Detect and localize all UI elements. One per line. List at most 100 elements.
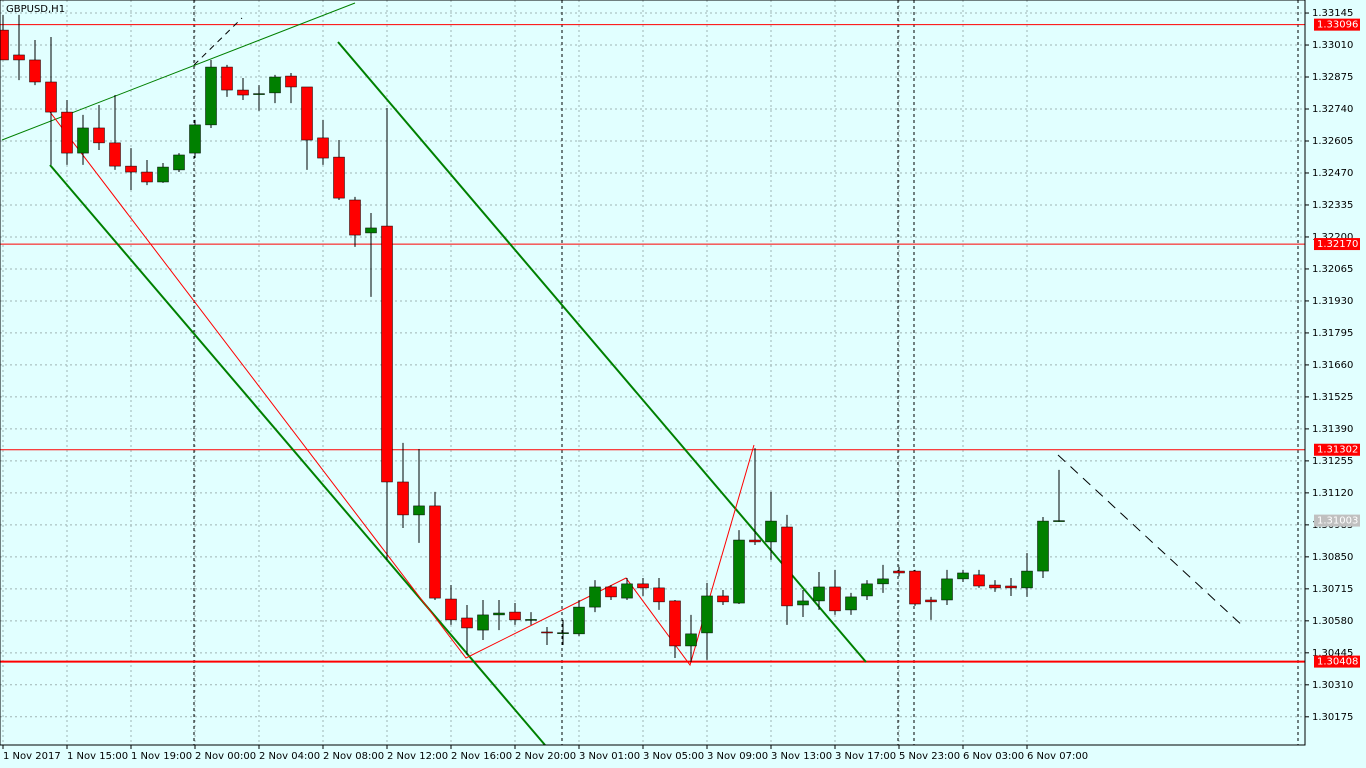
candle-body xyxy=(237,89,249,96)
y-tick-label: 1.31255 xyxy=(1312,456,1353,467)
y-tick-label: 1.30715 xyxy=(1312,584,1353,595)
x-tick-label: 2 Nov 04:00 xyxy=(259,751,320,762)
candle-body xyxy=(957,572,969,580)
candles xyxy=(0,14,1065,663)
projection-line xyxy=(1057,454,1246,629)
y-tick-label: 1.31120 xyxy=(1312,488,1353,499)
candle-body xyxy=(77,127,89,154)
candle-body xyxy=(269,76,281,94)
day-separators xyxy=(193,0,1299,745)
candle-body xyxy=(365,227,377,234)
x-tick-label: 6 Nov 07:00 xyxy=(1027,751,1088,762)
x-tick-label: 3 Nov 05:00 xyxy=(643,751,704,762)
candle-body xyxy=(445,598,457,621)
plot-frame xyxy=(0,0,1306,746)
candle-body xyxy=(509,611,521,621)
x-tick-label: 3 Nov 17:00 xyxy=(835,751,896,762)
candle-body xyxy=(61,111,73,154)
level-label: 1.31302 xyxy=(1317,445,1358,456)
candle-body xyxy=(1005,585,1017,589)
y-tick-label: 1.30580 xyxy=(1312,616,1353,627)
trend-line xyxy=(1,2,356,141)
candle-body xyxy=(573,606,585,635)
candle-body xyxy=(749,539,761,543)
candle-body xyxy=(93,127,105,144)
candle-body xyxy=(173,154,185,171)
y-tick-label: 1.32875 xyxy=(1312,72,1353,83)
candle-body xyxy=(317,137,329,159)
candle-body xyxy=(781,526,793,607)
x-tick-label: 3 Nov 01:00 xyxy=(579,751,640,762)
level-tag xyxy=(1314,18,1360,31)
x-tick-label: 1 Nov 15:00 xyxy=(67,751,128,762)
y-tick-label: 1.31795 xyxy=(1312,328,1353,339)
y-tick-label: 1.32335 xyxy=(1312,200,1353,211)
level-tag xyxy=(1314,443,1360,456)
chart-title: GBPUSD,H1 xyxy=(6,4,65,15)
y-tick-label: 1.32065 xyxy=(1312,264,1353,275)
x-tick-label: 1 Nov 2017 xyxy=(3,751,61,762)
candle-body xyxy=(989,584,1001,589)
candle-body xyxy=(717,595,729,603)
candle-body xyxy=(893,570,905,574)
y-tick-label: 1.32470 xyxy=(1312,168,1353,179)
x-tick-label: 3 Nov 13:00 xyxy=(771,751,832,762)
candle-body xyxy=(973,574,985,587)
candle-body xyxy=(1037,520,1049,572)
price-label: 1.31003 xyxy=(1317,516,1358,527)
candle-body xyxy=(877,578,889,585)
x-tick-label: 2 Nov 00:00 xyxy=(195,751,256,762)
candle-body xyxy=(141,171,153,183)
y-tick-label: 1.31525 xyxy=(1312,392,1353,403)
zigzag xyxy=(49,111,755,667)
candle-body xyxy=(925,599,937,603)
y-tick-label: 1.32740 xyxy=(1312,104,1353,115)
candle-body xyxy=(109,142,121,167)
candle-body xyxy=(285,75,297,88)
y-tick-label: 1.32605 xyxy=(1312,136,1353,147)
y-tick-label: 1.30445 xyxy=(1312,648,1353,659)
axis: 1.33145 1.33010 1.32875 1.32740 1.32605 1.324… xyxy=(2,8,1360,762)
candle-body xyxy=(45,81,57,113)
x-tick-label: 2 Nov 12:00 xyxy=(387,751,448,762)
candle-body xyxy=(1021,570,1033,589)
y-tick-label: 1.31660 xyxy=(1312,360,1353,371)
candle-body xyxy=(221,66,233,91)
y-tick-label: 1.30175 xyxy=(1312,712,1353,723)
candle-body xyxy=(461,617,473,629)
candle-body xyxy=(29,59,41,83)
candle-body xyxy=(765,520,777,543)
y-tick-label: 1.31930 xyxy=(1312,296,1353,307)
level-label: 1.30408 xyxy=(1317,657,1358,668)
channel-line xyxy=(337,41,867,663)
candle-body xyxy=(253,93,265,95)
level-label: 1.32170 xyxy=(1317,239,1358,250)
candle-body xyxy=(205,66,217,126)
candle-body xyxy=(829,586,841,612)
channel-line xyxy=(49,164,546,746)
candle-body xyxy=(557,632,569,634)
candle-body xyxy=(381,225,393,483)
candle-body xyxy=(797,600,809,606)
x-tick-label: 3 Nov 09:00 xyxy=(707,751,768,762)
candle-body xyxy=(653,587,665,603)
x-tick-label: 5 Nov 23:00 xyxy=(899,751,960,762)
candle-body xyxy=(189,124,201,154)
x-tick-label: 2 Nov 08:00 xyxy=(323,751,384,762)
candle-body xyxy=(669,600,681,647)
candle-body xyxy=(125,165,137,173)
level-label: 1.33096 xyxy=(1317,20,1358,31)
candle-body xyxy=(589,586,601,608)
candle-body xyxy=(157,166,169,183)
x-tick-label: 1 Nov 19:00 xyxy=(131,751,192,762)
y-tick-label: 1.33145 xyxy=(1312,8,1353,19)
level-tag xyxy=(1314,655,1360,668)
candle-body xyxy=(477,614,489,631)
levels xyxy=(0,24,1305,663)
candle-body xyxy=(493,612,505,616)
candle-body xyxy=(541,631,553,634)
candle-body xyxy=(845,596,857,611)
candle-body xyxy=(525,619,537,621)
y-tick-label: 1.30310 xyxy=(1312,680,1353,691)
